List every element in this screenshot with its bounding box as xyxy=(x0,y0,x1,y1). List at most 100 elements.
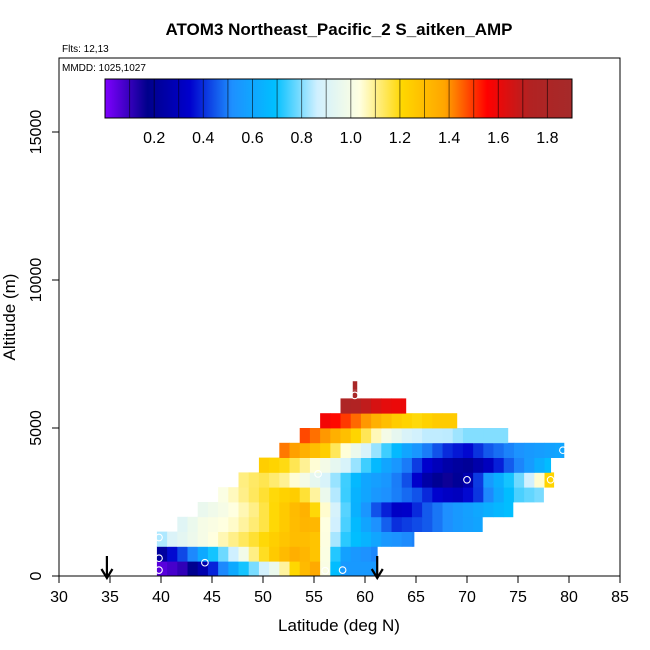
heatmap-cell xyxy=(258,561,270,577)
heatmap-cell xyxy=(411,457,423,473)
heatmap-cell xyxy=(197,516,209,532)
heatmap-cell xyxy=(289,516,301,532)
heatmap-cell xyxy=(391,502,403,518)
heatmap-cell xyxy=(401,487,413,503)
heatmap-cell xyxy=(493,442,505,458)
heatmap-cell xyxy=(238,516,250,532)
heatmap-cell xyxy=(248,516,260,532)
x-tick-label: 40 xyxy=(152,589,170,606)
heatmap-cell xyxy=(177,546,188,562)
heatmap-cell xyxy=(218,502,229,518)
heatmap-cell xyxy=(320,502,331,518)
colorbar xyxy=(105,79,572,118)
heatmap-cell xyxy=(350,472,362,488)
heatmap-cell xyxy=(207,561,219,577)
heatmap-cell xyxy=(228,546,239,562)
heatmap-cell xyxy=(269,546,280,562)
colorbar-ticks: 0.2 0.4 0.6 0.8 1.0 1.2 1.4 1.6 1.8 xyxy=(143,130,559,147)
heatmap-cell xyxy=(350,428,362,444)
heatmap-cell xyxy=(177,516,188,532)
heatmap-cell xyxy=(371,442,382,458)
heatmap-cell xyxy=(340,442,352,458)
heatmap-cell xyxy=(462,502,474,518)
heatmap-cell xyxy=(513,442,525,458)
heatmap-cell xyxy=(340,428,352,444)
heatmap-cell xyxy=(473,487,484,503)
heatmap-cell xyxy=(371,457,382,473)
heatmap-cell xyxy=(228,561,239,577)
heatmap-cell xyxy=(401,457,413,473)
mmdd-label: MMDD: 1025,1027 xyxy=(62,63,146,74)
heatmap-cell xyxy=(473,502,484,518)
heatmap-cell xyxy=(309,516,321,532)
heatmap-cell xyxy=(238,502,250,518)
heatmap-cell xyxy=(452,428,464,444)
y-tick-label: 10000 xyxy=(28,258,45,303)
heatmap-cell xyxy=(473,428,484,444)
heatmap-cell xyxy=(544,457,552,473)
heatmap-cell xyxy=(330,413,341,429)
heatmap-cell xyxy=(534,457,545,473)
heatmap-cell xyxy=(503,502,514,518)
heatmap-cell xyxy=(462,516,474,532)
heatmap-cell xyxy=(289,531,301,547)
heatmap-cell xyxy=(207,516,219,532)
heatmap-cell xyxy=(309,457,321,473)
heatmap-cell xyxy=(422,487,433,503)
heatmap-cell xyxy=(442,442,454,458)
x-tick-label: 75 xyxy=(509,589,527,606)
heatmap-cell xyxy=(360,516,372,532)
observation-circles xyxy=(155,391,567,575)
heatmap-cell xyxy=(248,546,260,562)
heatmap-cell xyxy=(350,531,362,547)
heatmap-cell xyxy=(462,442,474,458)
heatmap-cell xyxy=(340,531,352,547)
colorbar-tick-label: 0.8 xyxy=(290,130,312,147)
heatmap-cell xyxy=(381,413,392,429)
heatmap-cell xyxy=(258,472,270,488)
down-arrow-icon xyxy=(100,556,114,581)
heatmap-cell xyxy=(381,472,392,488)
x-tick-label: 45 xyxy=(203,589,221,606)
x-tick-label: 60 xyxy=(356,589,374,606)
heatmap-cell xyxy=(187,516,199,532)
heatmap-cell xyxy=(411,531,415,547)
x-tick-label: 30 xyxy=(50,589,68,606)
heatmap-cell xyxy=(309,487,321,503)
heatmap-row xyxy=(218,487,544,503)
heatmap-cell xyxy=(391,531,403,547)
heatmap-cell xyxy=(238,531,250,547)
heatmap-cell xyxy=(289,457,301,473)
heatmap-cell xyxy=(218,487,229,503)
heatmap-cell xyxy=(309,531,321,547)
heatmap-cell xyxy=(340,546,352,562)
heatmap-cell xyxy=(360,398,372,414)
observation-circle xyxy=(546,475,555,484)
heatmap-cell xyxy=(473,442,484,458)
y-tick-label: 0 xyxy=(28,571,45,580)
heatmap-cell xyxy=(391,472,403,488)
heatmap-cell xyxy=(422,502,433,518)
heatmap-cell xyxy=(238,472,250,488)
heatmap-cell xyxy=(309,502,321,518)
heatmap-cell xyxy=(197,502,209,518)
heatmap-cell xyxy=(197,531,209,547)
heatmap-cell xyxy=(371,502,382,518)
heatmap-cell xyxy=(218,531,229,547)
heatmap-cell xyxy=(309,561,321,577)
heatmap-cell xyxy=(269,516,280,532)
heatmap-cell xyxy=(411,413,423,429)
heatmap-cell xyxy=(330,502,341,518)
heatmap-cell xyxy=(371,561,378,577)
heatmap-cell xyxy=(371,516,382,532)
heatmap-cell xyxy=(269,531,280,547)
heatmap-cell xyxy=(340,457,352,473)
heatmap-cell xyxy=(442,516,454,532)
y-tick-label: 15000 xyxy=(28,110,45,155)
observation-circle xyxy=(559,446,567,455)
heatmap-cell xyxy=(289,487,301,503)
heatmap-cell xyxy=(401,502,413,518)
heatmap-cell xyxy=(299,442,311,458)
heatmap-cell xyxy=(391,413,403,429)
heatmap-cell xyxy=(462,457,474,473)
